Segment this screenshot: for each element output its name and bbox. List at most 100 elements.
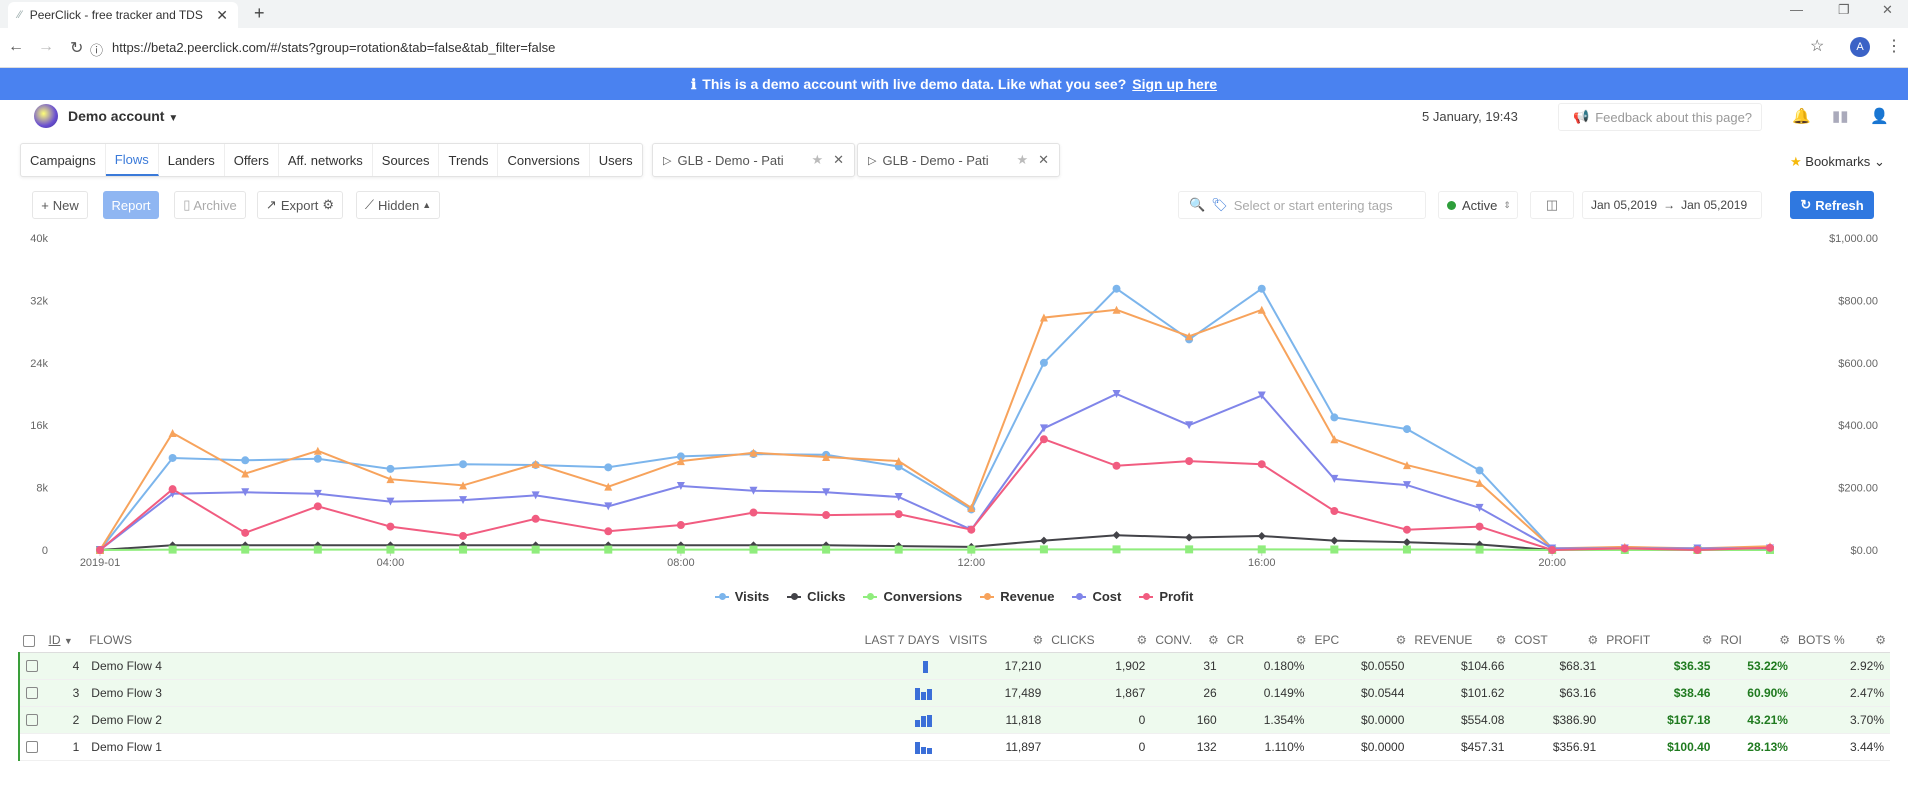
gear-icon[interactable]: ⚙	[1207, 632, 1219, 647]
row-checkbox[interactable]	[18, 652, 45, 680]
minimize-icon[interactable]: —	[1790, 2, 1803, 17]
gear-icon[interactable]: ⚙	[1779, 632, 1790, 647]
gear-icon[interactable]: ⚙	[1295, 632, 1307, 647]
browser-tab[interactable]: ⁄⁄ PeerClick - free tracker and TDS ✕	[8, 2, 238, 28]
data-point	[1112, 531, 1121, 540]
legend-item-cost[interactable]: Cost	[1072, 589, 1121, 604]
legend-item-visits[interactable]: Visits	[714, 589, 769, 604]
hidden-series-button[interactable]: ⟋ Hidden ▲	[356, 191, 440, 219]
book-icon[interactable]: ▮▮	[1832, 108, 1849, 125]
user-icon[interactable]: 👤	[1870, 108, 1889, 125]
new-tab-icon[interactable]: +	[254, 3, 265, 23]
site-info-icon[interactable]: ⓘ	[90, 43, 104, 58]
report-tab-2[interactable]: ▷ GLB - Demo - Pati ★ ✕	[857, 143, 1060, 177]
row-checkbox[interactable]	[18, 733, 45, 761]
tab-landers[interactable]: Landers	[159, 144, 225, 176]
col-flows-header[interactable]: FLOWS	[85, 628, 861, 653]
tab-trends[interactable]: Trends	[439, 144, 499, 176]
date-range-picker[interactable]: Jan 05,2019 → Jan 05,2019	[1582, 191, 1762, 219]
restore-icon[interactable]: ❐	[1838, 2, 1850, 17]
tags-filter-input[interactable]: 🔍 🏷 Select or start entering tags	[1178, 191, 1426, 219]
col-cost-header[interactable]: COST ⚙	[1510, 628, 1603, 653]
report-tab-1[interactable]: ▷ GLB - Demo - Pati ★ ✕	[652, 143, 855, 177]
legend-item-conversions[interactable]: Conversions	[863, 589, 962, 604]
tab-users[interactable]: Users	[598, 152, 633, 168]
tab-offers[interactable]: Offers	[225, 144, 279, 176]
data-point	[168, 429, 177, 437]
data-point	[1039, 435, 1048, 444]
gear-icon[interactable]: ⚙	[1136, 632, 1148, 647]
row-flow-name[interactable]: Demo Flow 4	[85, 652, 861, 680]
report-button[interactable]: Report	[103, 191, 159, 219]
bookmarks-menu[interactable]: ★ Bookmarks ⌄	[1790, 154, 1885, 170]
legend-item-clicks[interactable]: Clicks	[787, 589, 845, 604]
legend-item-revenue[interactable]: Revenue	[980, 589, 1054, 604]
browser-tab-strip: ⁄⁄ PeerClick - free tracker and TDS ✕ + …	[0, 0, 1908, 28]
url-field[interactable]: ⓘ https://beta2.peerclick.com/#/stats?gro…	[90, 40, 555, 58]
back-icon[interactable]: ←	[8, 38, 24, 55]
bookmark-star-icon[interactable]: ☆	[1810, 38, 1825, 55]
col-bots-header[interactable]: BOTS % ⚙	[1793, 628, 1890, 653]
table-row[interactable]: 4 Demo Flow 4 17,210 1,902 31 0.180% $0.…	[18, 652, 1890, 680]
sign-up-link[interactable]: Sign up here	[1132, 76, 1218, 92]
gear-icon[interactable]: ⚙	[1875, 632, 1886, 647]
table-row[interactable]: 3 Demo Flow 3 17,489 1,867 26 0.149% $0.…	[18, 679, 1890, 707]
sparkline-bar	[926, 688, 932, 700]
account-switcher[interactable]: Demo account ▼	[68, 108, 178, 124]
status-select[interactable]: Active ⇕	[1438, 191, 1518, 219]
profile-avatar[interactable]: A	[1850, 37, 1870, 57]
col-clicks-header[interactable]: CLICKS ⚙	[1047, 628, 1152, 653]
select-all-checkbox[interactable]	[19, 628, 45, 653]
gear-icon[interactable]: ⚙	[1701, 632, 1713, 647]
col-id-header[interactable]: ID ▼	[44, 628, 86, 653]
close-icon[interactable]: ✕	[1038, 152, 1049, 167]
row-flow-name[interactable]: Demo Flow 2	[85, 706, 861, 734]
row-checkbox[interactable]	[18, 679, 45, 707]
tab-campaigns[interactable]: Campaigns	[21, 144, 106, 176]
table-row[interactable]: 2 Demo Flow 2 11,818 0 160 1.354% $0.000…	[18, 706, 1890, 734]
col-visits-header[interactable]: VISITS ⚙	[945, 628, 1048, 653]
star-icon[interactable]: ★	[1016, 152, 1029, 167]
legend-item-profit[interactable]: Profit	[1139, 589, 1193, 604]
row-revenue: $554.08	[1410, 706, 1511, 734]
data-point	[168, 545, 177, 554]
refresh-icon: ↻	[1800, 197, 1812, 212]
tab-conversions[interactable]: Conversions	[498, 144, 590, 176]
feedback-button[interactable]: 📢 Feedback about this page?	[1558, 103, 1762, 131]
row-flow-name[interactable]: Demo Flow 1	[85, 733, 861, 761]
browser-menu-icon[interactable]: ⋮	[1886, 38, 1902, 55]
col-profit-header[interactable]: PROFIT ⚙	[1602, 628, 1717, 653]
export-button[interactable]: ↗ Export ⚙	[257, 191, 343, 219]
tab-flows[interactable]: Flows	[105, 144, 159, 176]
archive-button[interactable]: ▯ Archive	[174, 191, 246, 219]
forward-icon[interactable]: →	[38, 38, 54, 55]
gear-icon[interactable]: ⚙	[1395, 632, 1407, 647]
col-last7-header[interactable]: LAST 7 DAYS	[860, 628, 946, 653]
gear-icon[interactable]: ⚙	[1032, 632, 1044, 647]
row-checkbox[interactable]	[18, 706, 45, 734]
col-conv-header[interactable]: CONV. ⚙	[1151, 628, 1223, 653]
close-window-icon[interactable]: ✕	[1882, 2, 1893, 17]
gear-icon[interactable]: ⚙	[1495, 632, 1507, 647]
tab-aff-networks[interactable]: Aff. networks	[279, 144, 373, 176]
tab-sources[interactable]: Sources	[373, 144, 440, 176]
row-flow-name[interactable]: Demo Flow 3	[85, 679, 861, 707]
bookmarks-label: Bookmarks	[1805, 154, 1871, 169]
table-row[interactable]: 1 Demo Flow 1 11,897 0 132 1.110% $0.000…	[18, 733, 1890, 761]
row-clicks: 1,902	[1047, 652, 1152, 680]
col-revenue-header[interactable]: REVENUE ⚙	[1410, 628, 1511, 653]
col-roi-header[interactable]: ROI ⚙	[1716, 628, 1794, 653]
col-cr-header[interactable]: CR ⚙	[1222, 628, 1311, 653]
close-icon[interactable]: ✕	[833, 152, 844, 167]
reload-icon[interactable]: ↻	[70, 40, 84, 57]
account-logo[interactable]	[34, 104, 58, 128]
columns-toggle-icon[interactable]: ◫	[1530, 191, 1574, 219]
refresh-button[interactable]: ↻ Refresh	[1790, 191, 1874, 219]
bell-icon[interactable]: 🔔	[1792, 108, 1811, 125]
star-icon[interactable]: ★	[811, 152, 824, 167]
col-epc-header[interactable]: EPC ⚙	[1310, 628, 1411, 653]
close-tab-icon[interactable]: ✕	[216, 6, 228, 23]
new-button[interactable]: + New	[32, 191, 88, 219]
gear-icon[interactable]: ⚙	[1587, 632, 1599, 647]
row-cost: $68.31	[1510, 652, 1603, 680]
